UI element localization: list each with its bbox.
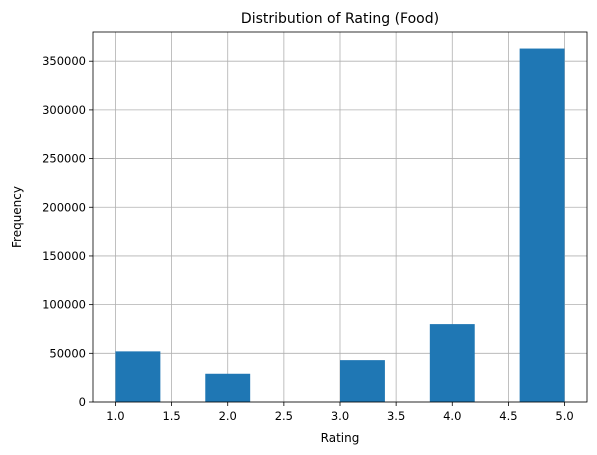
histogram-bar (115, 351, 161, 402)
y-tick-label: 150000 (42, 249, 86, 263)
histogram-bar (519, 48, 565, 402)
y-tick-label: 100000 (42, 298, 86, 312)
x-tick-label: 3.5 (387, 409, 405, 423)
histogram-bar (429, 324, 475, 402)
x-axis-label: Rating (321, 431, 360, 445)
grid-lines (93, 32, 587, 403)
x-tick-label: 2.0 (219, 409, 237, 423)
x-tick-label: 1.0 (106, 409, 124, 423)
chart-title: Distribution of Rating (Food) (241, 11, 439, 27)
x-tick-label: 2.5 (275, 409, 293, 423)
y-tick-label: 250000 (42, 152, 86, 166)
x-tick-label: 5.0 (555, 409, 573, 423)
histogram-bar (205, 373, 251, 402)
x-tick-label: 1.5 (162, 409, 180, 423)
x-tick-label: 3.0 (331, 409, 349, 423)
x-tick-label: 4.5 (499, 409, 517, 423)
bars (115, 48, 565, 402)
y-tick-label: 200000 (42, 200, 86, 214)
y-tick-label: 50000 (49, 346, 86, 360)
x-axis-ticks: 1.0 1.5 2.0 2.5 3.0 3.5 4.0 4.5 5.0 (106, 402, 574, 423)
y-axis-ticks: 0 50000 100000 150000 200000 250000 300000 3500… (42, 54, 93, 409)
y-tick-label: 350000 (42, 54, 86, 68)
y-tick-label: 300000 (42, 103, 86, 117)
x-tick-label: 4.0 (443, 409, 461, 423)
histogram-bar (340, 360, 385, 402)
y-tick-label: 0 (79, 395, 86, 409)
y-axis-label: Frequency (10, 186, 24, 248)
